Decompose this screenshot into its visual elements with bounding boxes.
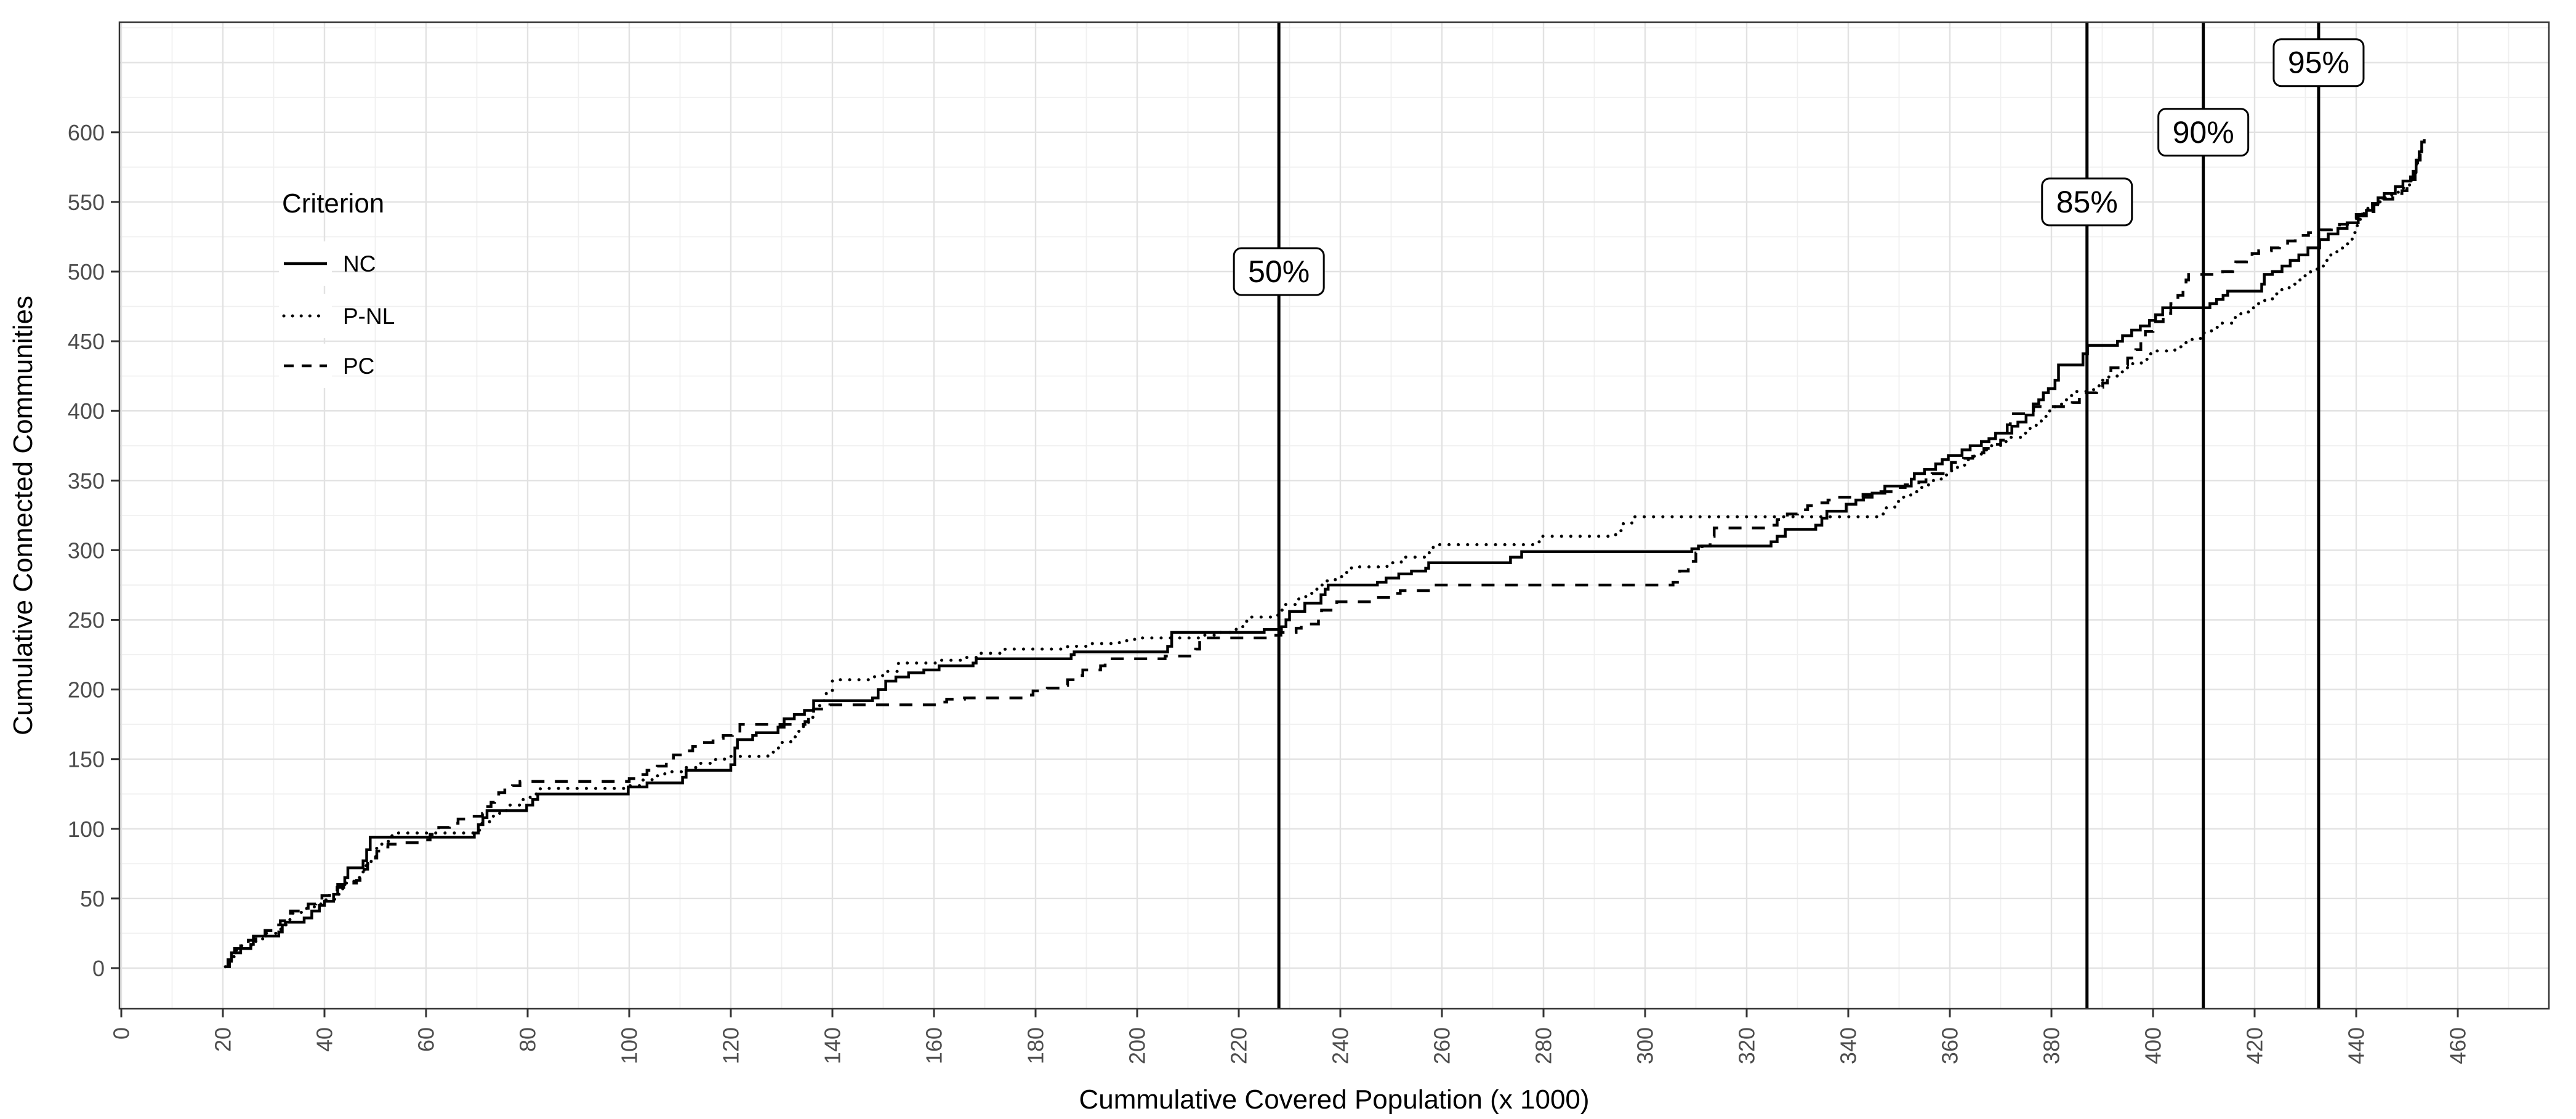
y-tick-label: 500 bbox=[68, 259, 105, 285]
x-tick-label: 0 bbox=[109, 1027, 134, 1040]
reference-label-text: 85% bbox=[2056, 185, 2118, 219]
panel-border bbox=[118, 21, 2550, 1010]
y-tick-label: 100 bbox=[68, 817, 105, 842]
y-tick-label: 350 bbox=[68, 468, 105, 493]
x-tick-label: 100 bbox=[617, 1027, 642, 1064]
y-tick-label: 200 bbox=[68, 677, 105, 703]
x-tick-label: 340 bbox=[1836, 1027, 1861, 1064]
x-tick-label: 200 bbox=[1125, 1027, 1150, 1064]
legend-title: Criterion bbox=[282, 188, 384, 219]
y-axis-title: Cumulative Connected Communities bbox=[8, 296, 38, 735]
reference-label-text: 50% bbox=[1248, 254, 1310, 289]
reference-label-box bbox=[1233, 247, 1325, 296]
x-tick-label: 300 bbox=[1633, 1027, 1658, 1064]
x-axis: 0 20 40 60 80 100 120 140 160 180 200 220 240 260 280 3… bbox=[109, 1009, 2471, 1064]
y-tick-label: 250 bbox=[68, 608, 105, 633]
y-tick-label: 550 bbox=[68, 190, 105, 215]
x-tick-label: 40 bbox=[312, 1027, 337, 1052]
x-tick-label: 440 bbox=[2344, 1027, 2369, 1064]
x-tick-label: 400 bbox=[2141, 1027, 2166, 1064]
data-series bbox=[223, 139, 2426, 969]
y-tick-label: 150 bbox=[68, 747, 105, 772]
reference-line-labels: 50% 85% 90% 95% bbox=[1233, 38, 2365, 296]
x-tick-label: 240 bbox=[1328, 1027, 1353, 1064]
series-pc bbox=[225, 148, 2422, 968]
reference-label-box bbox=[2157, 108, 2250, 157]
series-nc bbox=[225, 139, 2426, 968]
legend-key-background bbox=[279, 294, 332, 338]
x-tick-label: 60 bbox=[414, 1027, 439, 1052]
x-tick-label: 120 bbox=[718, 1027, 744, 1064]
x-tick-label: 220 bbox=[1226, 1027, 1252, 1064]
x-tick-label: 460 bbox=[2445, 1027, 2471, 1064]
x-tick-label: 360 bbox=[1938, 1027, 1963, 1064]
x-tick-label: 320 bbox=[1734, 1027, 1760, 1064]
reference-label-box bbox=[2272, 38, 2365, 87]
x-tick-label: 160 bbox=[922, 1027, 947, 1064]
y-tick-label: 600 bbox=[68, 120, 105, 145]
x-tick-label: 380 bbox=[2039, 1027, 2064, 1064]
grid-major bbox=[119, 22, 2549, 1009]
x-tick-label: 140 bbox=[820, 1027, 845, 1064]
reference-label-text: 95% bbox=[2288, 46, 2349, 80]
x-axis-title: Cummulative Covered Population (x 1000) bbox=[1079, 1085, 1589, 1115]
y-tick-label: 400 bbox=[68, 398, 105, 424]
y-tick-label: 300 bbox=[68, 538, 105, 563]
y-tick-label: 450 bbox=[68, 329, 105, 354]
x-tick-label: 80 bbox=[515, 1027, 541, 1052]
x-tick-label: 420 bbox=[2242, 1027, 2268, 1064]
reference-label-box bbox=[2041, 177, 2133, 227]
x-tick-label: 260 bbox=[1430, 1027, 1455, 1064]
y-tick-label: 0 bbox=[92, 956, 105, 981]
x-tick-label: 20 bbox=[211, 1027, 236, 1052]
series-pnl bbox=[223, 144, 2423, 969]
y-tick-label: 50 bbox=[80, 886, 105, 911]
legend-label: NC bbox=[343, 251, 376, 277]
legend-label: PC bbox=[343, 353, 374, 379]
x-tick-label: 280 bbox=[1531, 1027, 1556, 1064]
legend-label: P-NL bbox=[343, 304, 395, 329]
y-axis: 0 50 100 150 200 250 300 350 400 450 500 550 600 bbox=[68, 120, 119, 981]
reference-label-text: 90% bbox=[2173, 115, 2234, 150]
grid-minor bbox=[119, 22, 2549, 1009]
x-tick-label: 180 bbox=[1023, 1027, 1049, 1064]
legend: Criterion NC P-NL PC bbox=[279, 188, 395, 388]
